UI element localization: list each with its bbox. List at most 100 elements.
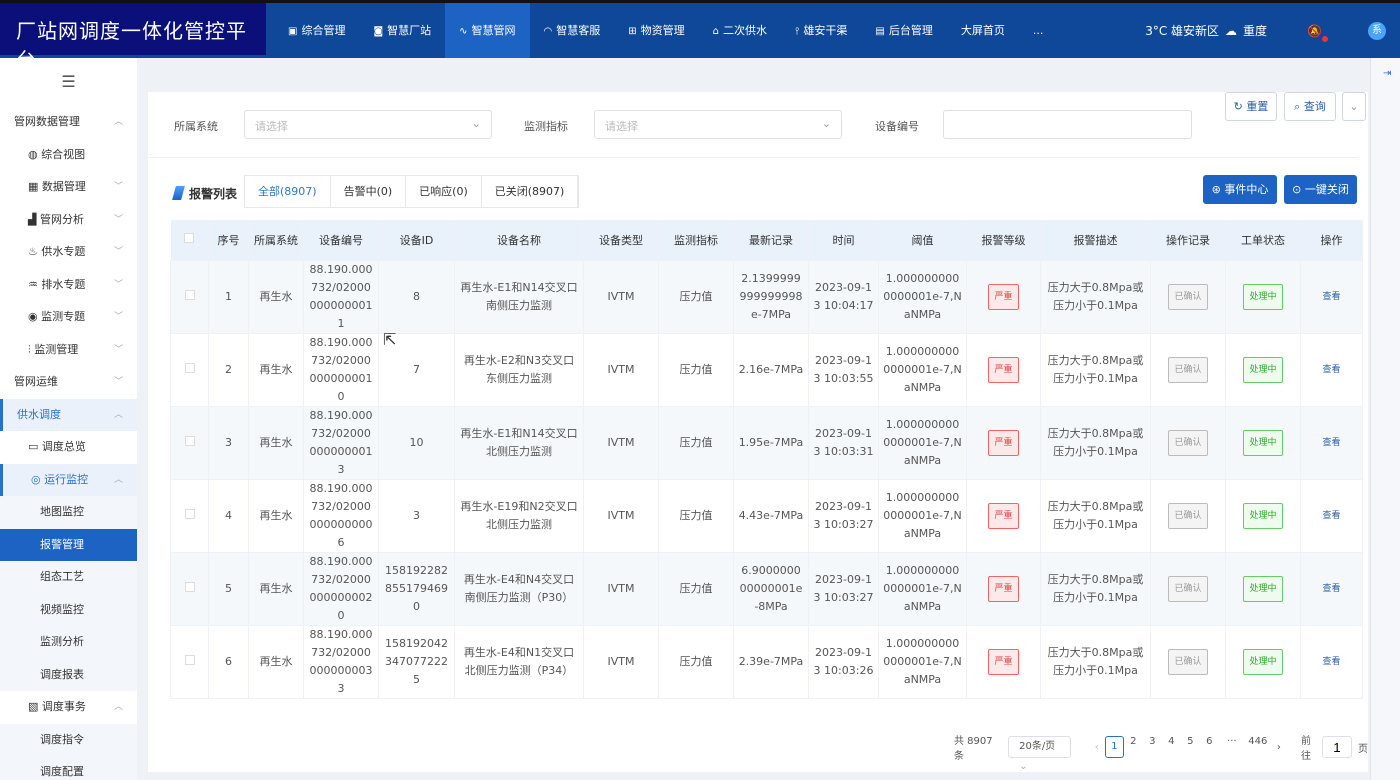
sidebar-item[interactable]: 报警管理 [0, 528, 137, 561]
alarm-table: 序号 所属系统 设备编号 设备ID 设备名称 设备类型 监测指标 最新记录 时间 阈值 报警等级 报警… [170, 220, 1363, 699]
table-row: 2 再生水 88.190.000732/020000000000010 7 再生水-E2… [170, 332, 1363, 407]
tab[interactable]: 告警中(0) [331, 176, 407, 207]
page-number[interactable]: 5 [1187, 736, 1194, 747]
sidebar-item[interactable]: ▧ 调度事务 ︿ [0, 691, 137, 724]
sidebar-item[interactable]: 地图监控 [0, 496, 137, 529]
cell-type: IVTM [583, 405, 659, 480]
reset-button[interactable]: ↻ 重置 [1225, 92, 1277, 121]
nav-item[interactable]: ◠ 智慧客服 [530, 3, 615, 58]
sidebar-item[interactable]: 管网运维 ﹀ [0, 366, 137, 399]
cell-no: 1 [208, 259, 249, 334]
view-link[interactable]: 查看 [1322, 292, 1341, 302]
system-label: 所属系统 [174, 120, 218, 133]
cell-thr: 1.0000000000000001e-7,NaNMPa [878, 332, 967, 407]
sidebar-item-label: 供水专题 [41, 245, 86, 258]
page-number[interactable]: 2 [1130, 736, 1137, 747]
sidebar-item[interactable]: 管网数据管理 ︿ [0, 106, 137, 139]
expand-icon[interactable]: ⇥ [1383, 68, 1392, 79]
alarm-level-badge: 严重 [988, 356, 1019, 383]
nav-item[interactable]: ⫯ 雄安干渠 [781, 3, 861, 58]
column-header: 设备ID [378, 220, 455, 260]
view-link[interactable]: 查看 [1322, 657, 1341, 667]
station-icon: ◙ [373, 26, 384, 37]
view-link[interactable]: 查看 [1322, 438, 1341, 448]
indicator-select[interactable]: 请选择 ⌄ [594, 110, 842, 139]
row-checkbox[interactable] [170, 332, 209, 407]
expand-filters-button[interactable]: ⌄ [1342, 92, 1366, 121]
view-link[interactable]: 查看 [1322, 365, 1341, 375]
event-center-button[interactable]: ⊛ 事件中心 [1203, 175, 1277, 204]
cell-thr: 1.0000000000000001e-7,NaNMPa [878, 405, 967, 480]
column-header: 操作记录 [1150, 220, 1226, 260]
row-checkbox[interactable] [170, 478, 209, 553]
tab[interactable]: 全部(8907) [245, 176, 331, 207]
nav-item[interactable]: ∿ 智慧管网 [445, 3, 530, 58]
chevron-down-icon: ﹀ [113, 377, 123, 387]
nav-item[interactable]: 大屏首页 [947, 3, 1019, 58]
page-number[interactable]: 1 [1104, 736, 1124, 758]
globe-icon: ◍ [28, 147, 42, 161]
sidebar-item[interactable]: ▟ 管网分析 ﹀ [0, 204, 137, 237]
analysis-icon: ▟ [28, 212, 40, 226]
row-checkbox[interactable] [170, 551, 209, 626]
sidebar-item[interactable]: ▭ 调度总览 [0, 431, 137, 464]
sidebar-item[interactable]: 视频监控 [0, 593, 137, 626]
work-order-status-badge: 处理中 [1243, 648, 1283, 675]
row-checkbox[interactable] [170, 405, 209, 480]
alarm-level-badge: 严重 [988, 502, 1019, 529]
nav-item[interactable]: ▤ 后台管理 [861, 3, 946, 58]
sidebar-item[interactable]: 监测分析 [0, 626, 137, 659]
query-button[interactable]: ⌕ 查询 [1284, 92, 1336, 121]
sidebar-item-label: 运行监控 [44, 472, 89, 486]
sidebar-item[interactable]: ◉ 监测专题 ﹀ [0, 301, 137, 334]
nav-item[interactable]: ▣ 综合管理 [274, 3, 359, 58]
row-checkbox[interactable] [170, 624, 209, 699]
column-header: 所属系统 [248, 220, 304, 260]
page-number[interactable]: 446 [1248, 736, 1268, 747]
nav-item[interactable]: ⊞ 物资管理 [614, 3, 698, 58]
cell-no: 3 [208, 405, 249, 480]
cell-desc: 压力大于0.8Mpa或压力小于0.1Mpa [1040, 624, 1151, 699]
close-all-button[interactable]: ⊙ 一键关闭 [1284, 175, 1357, 204]
select-all-checkbox[interactable] [170, 220, 209, 260]
sidebar-item[interactable]: ◍ 综合视图 [0, 139, 137, 172]
sidebar-item[interactable]: 调度指令 [0, 723, 137, 756]
notification-bell-icon[interactable]: 🔕 [1307, 24, 1328, 42]
view-link[interactable]: 查看 [1322, 511, 1341, 521]
sidebar-item[interactable]: 调度报表 [0, 658, 137, 691]
page-number[interactable]: 4 [1168, 736, 1175, 747]
sidebar-item[interactable]: ♒ 排水专题 ﹀ [0, 269, 137, 302]
page-number[interactable]: 3 [1149, 736, 1156, 747]
divider [148, 157, 1358, 158]
nav-item[interactable]: ⌂ 二次供水 [699, 3, 781, 58]
menu-collapse-icon[interactable]: ☰ [61, 72, 76, 91]
device-no-input[interactable] [943, 110, 1192, 139]
page-number[interactable]: ··· [1227, 736, 1237, 747]
system-select[interactable]: 请选择 ⌄ [244, 110, 492, 139]
cell-no: 4 [208, 478, 249, 553]
location-icon: ◎ [31, 472, 45, 486]
nav-item[interactable]: ... [1019, 3, 1058, 58]
avatar[interactable]: 系 [1368, 21, 1386, 40]
sidebar-item[interactable]: 调度配置 [0, 756, 137, 780]
row-checkbox[interactable] [170, 259, 209, 334]
cell-id: 3 [378, 478, 455, 553]
sidebar-item[interactable]: ♨ 供水专题 ﹀ [0, 236, 137, 269]
sidebar-item[interactable]: ▦ 数据管理 ﹀ [0, 171, 137, 204]
cell-id: 8 [378, 259, 455, 334]
goto-page-input[interactable] [1322, 736, 1353, 758]
list-title-text: 报警列表 [189, 187, 238, 201]
sidebar-item[interactable]: 供水调度 ︿ [0, 398, 137, 431]
tab[interactable]: 已响应(0) [406, 176, 482, 207]
sidebar-item[interactable]: ◎ 运行监控 ︿ [0, 463, 137, 496]
sidebar-item[interactable]: ⫶ 监测管理 ﹀ [0, 334, 137, 367]
sidebar-item[interactable]: 组态工艺 [0, 561, 137, 594]
page-number[interactable]: 6 [1206, 736, 1213, 747]
prev-page-icon[interactable]: ‹ [1094, 741, 1099, 753]
system-placeholder: 请选择 [255, 120, 288, 133]
tab[interactable]: 已关闭(8907) [482, 176, 579, 207]
view-link[interactable]: 查看 [1322, 584, 1341, 594]
next-page-icon[interactable]: › [1276, 741, 1281, 753]
page-size-select[interactable]: 20条/页 ⌄ [1008, 736, 1071, 772]
nav-item[interactable]: ◙ 智慧厂站 [359, 3, 445, 58]
